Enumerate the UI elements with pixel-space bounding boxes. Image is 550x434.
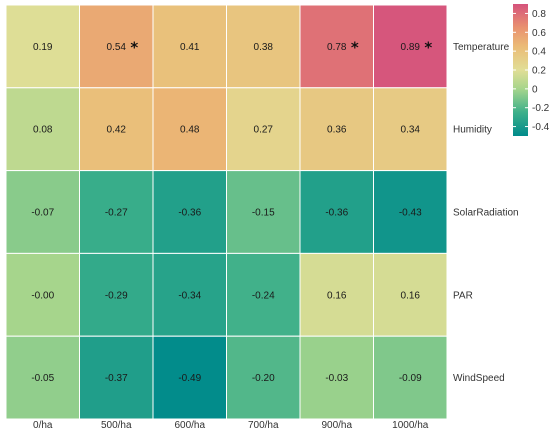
- cell-value-label: 0.41: [180, 42, 200, 53]
- heatmap-cell: [299, 252, 374, 337]
- colorbar-tick-label: -0.2: [532, 103, 550, 114]
- heatmap-cell: [5, 335, 80, 420]
- cell-value-label: -0.36: [325, 208, 348, 219]
- x-axis-tick-labels: 0/ha 500/ha 600/ha 700/ha 900/ha 1000/ha: [33, 420, 429, 431]
- x-tick-label: 500/ha: [101, 420, 132, 431]
- cell-value-label: 0.34: [401, 125, 421, 136]
- heatmap-cell: [226, 252, 301, 337]
- heatmap-cell: [299, 335, 374, 420]
- cell-value-label: -0.15: [252, 208, 275, 219]
- heatmap-cell: [373, 335, 448, 420]
- significance-marker: *: [130, 38, 138, 56]
- heatmap-cell: [79, 170, 154, 254]
- heatmap-cell: [299, 4, 374, 89]
- y-tick-label: Temperature: [453, 42, 510, 53]
- heatmap-cell: [226, 87, 301, 172]
- x-tick-label: 900/ha: [321, 420, 352, 431]
- cell-value-label: 0.16: [327, 290, 347, 301]
- significance-marker: *: [424, 38, 432, 56]
- heatmap-cell-labels: 0.19 0.54 * 0.41 0.38 0.78 * 0.89 *0.08 0.42 0.48 0…: [31, 38, 432, 384]
- cell-value-label: 0.89: [401, 42, 421, 53]
- colorbar-tick-label: -0.4: [532, 122, 550, 133]
- colorbar-tick-label: 0.8: [532, 9, 546, 20]
- heatmap-cell: [79, 4, 154, 89]
- heatmap-cell: [152, 4, 227, 89]
- x-tick-label: 0/ha: [33, 420, 53, 431]
- cell-value-label: -0.27: [105, 208, 128, 219]
- cell-value-label: -0.37: [105, 373, 128, 384]
- heatmap-cell: [5, 170, 80, 254]
- y-tick-label: PAR: [453, 290, 473, 301]
- heatmap-cell: [5, 252, 80, 337]
- cell-value-label: 0.42: [107, 125, 127, 136]
- y-tick-label: SolarRadiation: [453, 208, 519, 219]
- cell-value-label: -0.03: [325, 373, 348, 384]
- heatmap-cell: [373, 87, 448, 172]
- colorbar-tick-label: 0.4: [532, 47, 546, 58]
- cell-value-label: -0.00: [31, 290, 54, 301]
- cell-value-label: 0.27: [254, 125, 274, 136]
- heatmap-cell: [79, 87, 154, 172]
- heatmap-cell: [373, 4, 448, 89]
- cell-value-label: 0.19: [33, 42, 53, 53]
- colorbar-gradient: [513, 4, 528, 136]
- cell-value-label: 0.38: [254, 42, 274, 53]
- heatmap-cell: [226, 335, 301, 420]
- x-tick-label: 1000/ha: [392, 420, 429, 431]
- colorbar-tick-label: 0.6: [532, 28, 546, 39]
- y-axis-tick-labels: Temperature Humidity SolarRadiation PAR Wind…: [453, 42, 519, 384]
- cell-value-label: 0.36: [327, 125, 347, 136]
- x-tick-label: 600/ha: [174, 420, 205, 431]
- heatmap-cell: [373, 170, 448, 254]
- heatmap-cells: [5, 4, 448, 420]
- heatmap-cell: [226, 170, 301, 254]
- colorbar: 0.8 0.6 0.4 0.2 0 -0.2 -0.4: [513, 4, 550, 136]
- cell-value-label: -0.07: [31, 208, 54, 219]
- heatmap-cell: [299, 170, 374, 254]
- cell-value-label: 0.54: [107, 42, 127, 53]
- cell-value-label: -0.24: [252, 290, 275, 301]
- significance-marker: *: [351, 38, 359, 56]
- cell-value-label: -0.49: [178, 373, 201, 384]
- y-tick-label: WindSpeed: [453, 373, 505, 384]
- heatmap-cell: [152, 335, 227, 420]
- heatmap-cell: [152, 252, 227, 337]
- colorbar-tick-labels: 0.8 0.6 0.4 0.2 0 -0.2 -0.4: [513, 9, 550, 133]
- cell-value-label: -0.36: [178, 208, 201, 219]
- colorbar-tick-label: 0.2: [532, 66, 546, 77]
- cell-value-label: -0.09: [399, 373, 422, 384]
- cell-value-label: -0.29: [105, 290, 128, 301]
- cell-value-label: -0.43: [399, 208, 422, 219]
- cell-value-label: -0.20: [252, 373, 275, 384]
- y-tick-label: Humidity: [453, 125, 492, 136]
- cell-value-label: 0.08: [33, 125, 53, 136]
- cell-value-label: 0.48: [180, 125, 200, 136]
- cell-value-label: -0.34: [178, 290, 201, 301]
- cell-value-label: 0.16: [401, 290, 421, 301]
- cell-value-label: 0.78: [327, 42, 347, 53]
- cell-value-label: -0.05: [31, 373, 54, 384]
- heatmap-cell: [373, 252, 448, 337]
- heatmap-cell: [226, 4, 301, 89]
- colorbar-tick-label: 0: [532, 84, 538, 95]
- heatmap-cell: [5, 4, 80, 89]
- x-tick-label: 700/ha: [248, 420, 279, 431]
- heatmap-cell: [79, 252, 154, 337]
